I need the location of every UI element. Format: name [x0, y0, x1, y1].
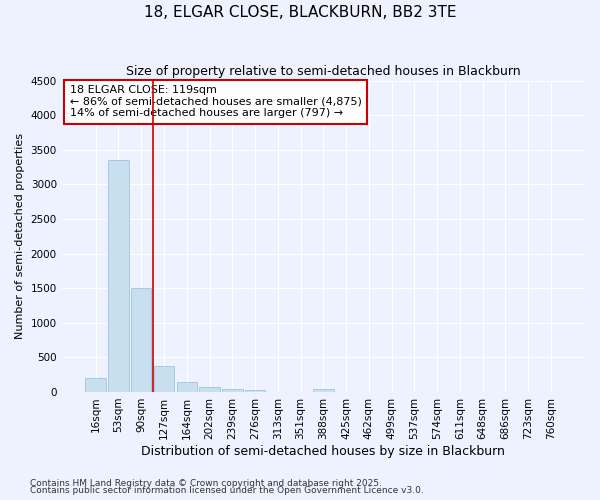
Bar [131, 288, 151, 392]
Bar [313, 389, 334, 392]
X-axis label: Distribution of semi-detached houses by size in Blackburn: Distribution of semi-detached houses by … [142, 444, 505, 458]
Bar [154, 366, 174, 392]
Bar [222, 389, 242, 392]
Text: 18 ELGAR CLOSE: 119sqm
← 86% of semi-detached houses are smaller (4,875)
14% of : 18 ELGAR CLOSE: 119sqm ← 86% of semi-det… [70, 85, 361, 118]
Bar [199, 387, 220, 392]
Bar [176, 382, 197, 392]
Y-axis label: Number of semi-detached properties: Number of semi-detached properties [15, 134, 25, 340]
Bar [245, 390, 265, 392]
Bar [85, 378, 106, 392]
Bar [108, 160, 129, 392]
Text: Contains HM Land Registry data © Crown copyright and database right 2025.: Contains HM Land Registry data © Crown c… [30, 478, 382, 488]
Title: Size of property relative to semi-detached houses in Blackburn: Size of property relative to semi-detach… [126, 65, 521, 78]
Text: Contains public sector information licensed under the Open Government Licence v3: Contains public sector information licen… [30, 486, 424, 495]
Text: 18, ELGAR CLOSE, BLACKBURN, BB2 3TE: 18, ELGAR CLOSE, BLACKBURN, BB2 3TE [144, 5, 456, 20]
